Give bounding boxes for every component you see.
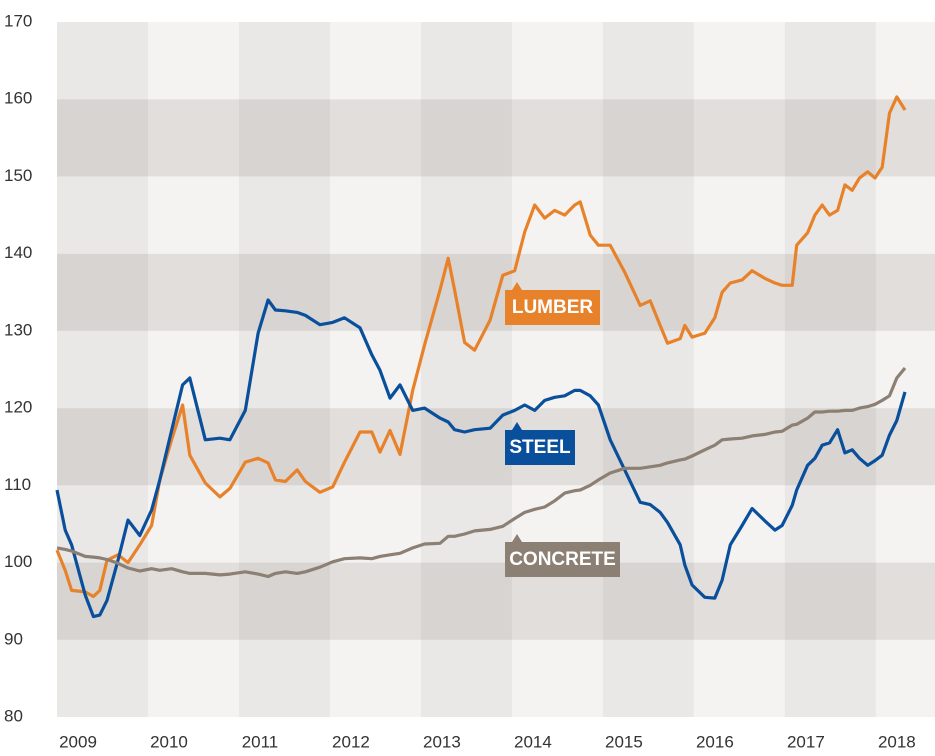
y-tick-label: 160 xyxy=(4,89,32,108)
grid-band xyxy=(57,22,148,717)
grid-band xyxy=(57,253,935,331)
series-line xyxy=(56,366,907,579)
x-tick-label: 2009 xyxy=(59,732,97,751)
y-tick-label: 80 xyxy=(4,706,23,725)
grid-band xyxy=(57,176,935,254)
legend-label: STEEL xyxy=(509,437,571,458)
grid-band xyxy=(57,330,935,409)
legend-label: LUMBER xyxy=(512,297,594,318)
series-label: LUMBER xyxy=(505,282,600,325)
series-line xyxy=(55,95,907,599)
grid-band xyxy=(602,22,694,717)
y-tick-label: 100 xyxy=(4,552,32,571)
label-box xyxy=(505,542,620,577)
x-tick-label: 2013 xyxy=(423,732,461,751)
grid-band xyxy=(57,639,935,717)
label-box xyxy=(505,430,575,465)
y-tick-label: 120 xyxy=(4,398,32,417)
grid-band xyxy=(57,485,935,563)
grid-band xyxy=(238,22,330,717)
legend-label: CONCRETE xyxy=(509,549,616,570)
x-tick-label: 2011 xyxy=(242,732,279,751)
label-pointer xyxy=(512,534,522,542)
y-tick-label: 110 xyxy=(4,475,31,494)
label-pointer xyxy=(512,422,522,430)
series-label: STEEL xyxy=(505,422,575,465)
y-tick-label: 140 xyxy=(4,243,32,262)
x-tick-label: 2016 xyxy=(696,732,734,751)
label-pointer xyxy=(512,282,522,290)
series-label: CONCRETE xyxy=(505,534,620,577)
x-tick-label: 2010 xyxy=(150,732,188,751)
grid-band xyxy=(57,99,935,177)
y-tick-label: 150 xyxy=(4,166,32,185)
x-tick-label: 2014 xyxy=(514,732,552,751)
x-tick-label: 2012 xyxy=(332,732,370,751)
series-line xyxy=(55,298,907,619)
x-tick-label: 2018 xyxy=(878,732,916,751)
grid-band xyxy=(784,22,876,717)
y-tick-label: 90 xyxy=(4,629,23,648)
x-tick-label: 2015 xyxy=(605,732,643,751)
grid-band xyxy=(420,22,512,717)
label-box xyxy=(505,290,600,325)
y-tick-label: 170 xyxy=(4,11,32,30)
grid-band xyxy=(57,562,935,640)
y-tick-label: 130 xyxy=(4,320,32,339)
x-tick-label: 2017 xyxy=(787,732,825,751)
grid-band xyxy=(57,22,935,100)
